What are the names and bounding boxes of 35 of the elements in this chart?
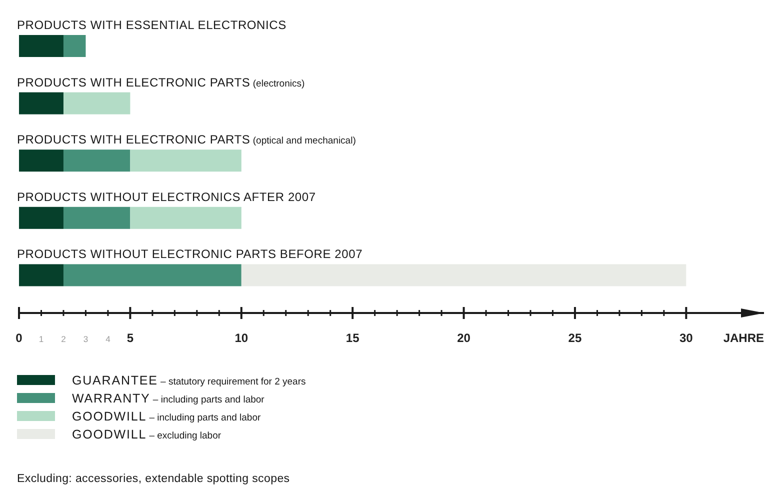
bar: [63, 35, 86, 57]
y-tick-label: PRODUCTS WITHOUT ELECTRONICS AFTER 2007: [17, 190, 316, 204]
x-tick-label: 15: [346, 331, 360, 345]
x-tick-label: 3: [83, 334, 88, 344]
x-tick-label: 4: [106, 334, 111, 344]
x-tick-label: 5: [126, 331, 134, 345]
x-tick-label: 10: [234, 331, 248, 345]
x-tick-label: 0: [16, 331, 23, 345]
x-axis-title: JAHRE: [723, 331, 764, 345]
x-tick-label: 2: [61, 334, 66, 344]
bar: [19, 264, 64, 286]
text: Excluding: accessories, extendable spotting scopes: [17, 473, 290, 485]
bar: [63, 150, 130, 172]
x-tick-label: 1: [38, 334, 44, 344]
y-tick-label: PRODUCTS WITH ESSENTIAL ELECTRONICS: [17, 18, 286, 32]
bar: [19, 206, 64, 229]
x-tick-label: 25: [568, 331, 582, 345]
y-tick-label: PRODUCTS WITH ELECTRONIC PARTS (electronics): [17, 75, 305, 90]
bar: [63, 264, 242, 286]
bar: [63, 92, 130, 114]
bar: [130, 150, 242, 172]
bar: [241, 264, 686, 286]
legend-label: GUARANTEE – statutory requirement for 2 years: [72, 374, 306, 388]
bar: [19, 150, 64, 172]
x-tick-label: 20: [457, 331, 471, 345]
legend-label: GOODWILL – including parts and labor: [72, 410, 261, 424]
legend-label: WARRANTY – including parts and labor: [72, 392, 264, 406]
y-tick-label: PRODUCTS WITH ELECTRONIC PARTS (optical and mechanical): [17, 132, 356, 147]
bar: [63, 206, 130, 229]
bar: [130, 206, 242, 229]
bar: [19, 35, 64, 57]
x-tick-label: 30: [679, 331, 694, 345]
bar: [19, 92, 64, 114]
y-tick-label: PRODUCTS WITHOUT ELECTRONIC PARTS BEFORE 2007: [17, 247, 363, 262]
legend-label: GOODWILL – excluding labor: [72, 428, 222, 442]
